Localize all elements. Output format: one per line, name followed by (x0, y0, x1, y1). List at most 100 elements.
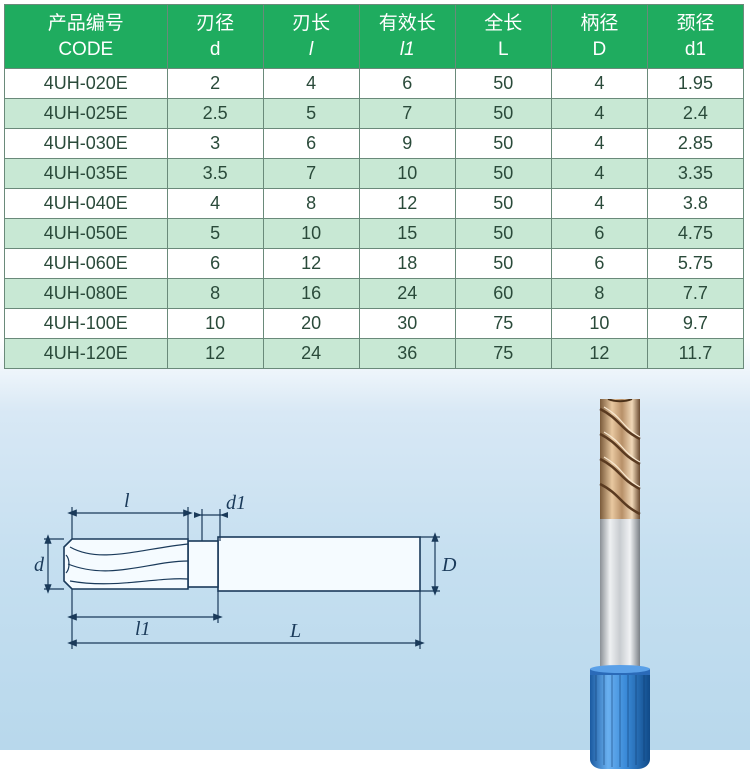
table-cell: 12 (167, 339, 263, 369)
col-header-en: d (170, 37, 261, 63)
col-header-0: 产品编号CODE (5, 5, 168, 69)
table-row: 4UH-030E3695042.85 (5, 129, 744, 159)
label-d: d (34, 554, 45, 576)
table-cell: 24 (263, 339, 359, 369)
col-header-6: 颈径d1 (647, 5, 743, 69)
col-header-en: l (266, 37, 357, 63)
table-row: 4UH-035E3.57105043.35 (5, 159, 744, 189)
table-cell: 50 (455, 249, 551, 279)
table-cell: 2 (167, 69, 263, 99)
table-cell: 4UH-100E (5, 309, 168, 339)
table-cell: 11.7 (647, 339, 743, 369)
diagram-area: d D d1 l l1 (0, 369, 750, 769)
label-L-big: L (289, 620, 301, 642)
col-header-cn: 颈径 (650, 11, 741, 37)
table-cell: 10 (263, 219, 359, 249)
table-body: 4UH-020E2465041.954UH-025E2.5575042.44UH… (5, 69, 744, 369)
table-cell: 7 (263, 159, 359, 189)
label-l1: l1 (135, 618, 151, 640)
table-cell: 3.5 (167, 159, 263, 189)
table-cell: 4UH-025E (5, 99, 168, 129)
table-cell: 36 (359, 339, 455, 369)
table-cell: 16 (263, 279, 359, 309)
table-cell: 2.85 (647, 129, 743, 159)
col-header-en: D (554, 37, 645, 63)
table-cell: 4UH-035E (5, 159, 168, 189)
table-cell: 4UH-060E (5, 249, 168, 279)
col-header-cn: 刃径 (170, 11, 261, 37)
table-cell: 4.75 (647, 219, 743, 249)
table-cell: 6 (263, 129, 359, 159)
table-head: 产品编号CODE刃径d刃长l有效长l1全长L柄径D颈径d1 (5, 5, 744, 69)
table-cell: 9.7 (647, 309, 743, 339)
table-cell: 4 (167, 189, 263, 219)
col-header-1: 刃径d (167, 5, 263, 69)
table-cell: 6 (359, 69, 455, 99)
table-cell: 24 (359, 279, 455, 309)
table-cell: 5 (167, 219, 263, 249)
col-header-2: 刃长l (263, 5, 359, 69)
table-cell: 50 (455, 129, 551, 159)
table-cell: 4UH-050E (5, 219, 168, 249)
table-cell: 4UH-080E (5, 279, 168, 309)
table-cell: 75 (455, 309, 551, 339)
table-row: 4UH-025E2.5575042.4 (5, 99, 744, 129)
col-header-5: 柄径D (551, 5, 647, 69)
col-header-en: l1 (362, 37, 453, 63)
table-cell: 2.4 (647, 99, 743, 129)
table-cell: 5.75 (647, 249, 743, 279)
table-cell: 6 (167, 249, 263, 279)
endmill-photo (560, 399, 680, 759)
table-cell: 3 (167, 129, 263, 159)
table-cell: 30 (359, 309, 455, 339)
table-cell: 50 (455, 159, 551, 189)
table-cell: 12 (359, 189, 455, 219)
table-cell: 4 (263, 69, 359, 99)
table-cell: 10 (167, 309, 263, 339)
table-cell: 4UH-040E (5, 189, 168, 219)
table-cell: 12 (551, 339, 647, 369)
table-cell: 2.5 (167, 99, 263, 129)
table-cell: 7 (359, 99, 455, 129)
col-header-cn: 全长 (458, 11, 549, 37)
col-header-cn: 刃长 (266, 11, 357, 37)
table-cell: 1.95 (647, 69, 743, 99)
table-cell: 10 (551, 309, 647, 339)
table-cell: 7.7 (647, 279, 743, 309)
table-row: 4UH-040E48125043.8 (5, 189, 744, 219)
col-header-cn: 柄径 (554, 11, 645, 37)
table-cell: 50 (455, 99, 551, 129)
table-cell: 4 (551, 189, 647, 219)
spec-table-container: 产品编号CODE刃径d刃长l有效长l1全长L柄径D颈径d1 4UH-020E24… (0, 0, 750, 369)
col-header-cn: 产品编号 (7, 11, 165, 37)
col-header-3: 有效长l1 (359, 5, 455, 69)
table-cell: 3.8 (647, 189, 743, 219)
table-cell: 50 (455, 189, 551, 219)
col-header-cn: 有效长 (362, 11, 453, 37)
table-cell: 4 (551, 99, 647, 129)
table-cell: 10 (359, 159, 455, 189)
table-cell: 8 (551, 279, 647, 309)
table-cell: 5 (263, 99, 359, 129)
table-cell: 4UH-020E (5, 69, 168, 99)
table-cell: 50 (455, 69, 551, 99)
table-row: 4UH-120E122436751211.7 (5, 339, 744, 369)
table-cell: 6 (551, 249, 647, 279)
col-header-en: d1 (650, 37, 741, 63)
col-header-en: L (458, 37, 549, 63)
table-row: 4UH-060E612185065.75 (5, 249, 744, 279)
table-cell: 60 (455, 279, 551, 309)
table-row: 4UH-020E2465041.95 (5, 69, 744, 99)
table-cell: 18 (359, 249, 455, 279)
technical-drawing: d D d1 l l1 (40, 489, 440, 639)
label-d1: d1 (226, 492, 246, 514)
table-cell: 3.35 (647, 159, 743, 189)
table-cell: 75 (455, 339, 551, 369)
table-cell: 8 (167, 279, 263, 309)
table-cell: 50 (455, 219, 551, 249)
table-row: 4UH-050E510155064.75 (5, 219, 744, 249)
label-D-big: D (441, 554, 457, 576)
col-header-4: 全长L (455, 5, 551, 69)
col-header-en: CODE (7, 37, 165, 63)
table-cell: 8 (263, 189, 359, 219)
